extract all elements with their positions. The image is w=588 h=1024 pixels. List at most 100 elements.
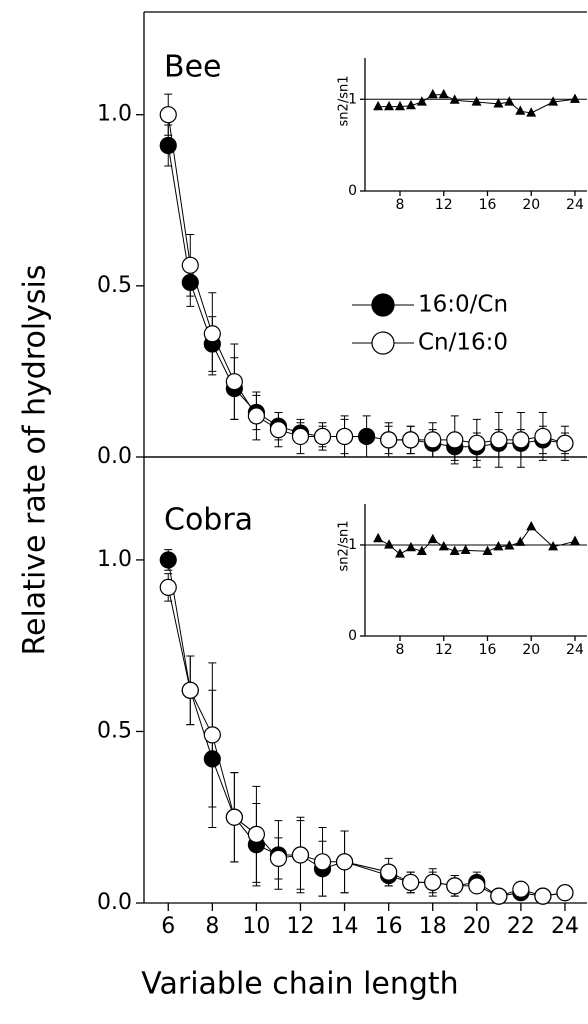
x-tick-label: 16 [479, 642, 497, 658]
marker [515, 105, 526, 115]
marker [446, 431, 464, 449]
marker [159, 578, 177, 596]
legend-marker [371, 293, 395, 317]
marker [493, 98, 504, 108]
marker [225, 808, 243, 826]
marker [471, 96, 482, 106]
marker [556, 884, 574, 902]
marker [402, 873, 420, 892]
marker [405, 99, 416, 110]
x-tick-label: 16 [375, 914, 403, 939]
marker [515, 536, 526, 546]
marker [394, 100, 405, 111]
legend-label: 16:0/Cn [418, 292, 508, 318]
marker [247, 825, 266, 843]
y-tick-label: 0 [348, 183, 357, 199]
marker [402, 431, 420, 449]
x-tick-label: 12 [286, 914, 314, 939]
marker [159, 106, 177, 124]
x-tick-label: 10 [242, 914, 270, 939]
legend-marker [371, 331, 395, 355]
marker [203, 726, 221, 744]
marker [490, 431, 508, 449]
y-tick-label: 1 [348, 537, 357, 553]
marker [380, 431, 398, 449]
marker [427, 88, 438, 99]
marker [468, 877, 486, 895]
marker [504, 540, 515, 550]
marker [394, 548, 405, 558]
marker [384, 100, 395, 111]
marker [291, 427, 310, 446]
marker [358, 427, 376, 446]
marker [335, 853, 354, 871]
marker [534, 427, 552, 446]
marker [416, 96, 427, 106]
x-tick-label: 22 [507, 914, 535, 939]
marker [504, 96, 515, 106]
y-tick-label: 0.5 [97, 273, 132, 298]
x-tick-label: 20 [463, 914, 491, 939]
marker [424, 873, 442, 892]
x-tick-label: 12 [435, 642, 453, 658]
marker [493, 541, 504, 551]
inset-y-label: sn2/sn1 [337, 521, 352, 572]
marker [203, 325, 221, 343]
panel-label: Cobra [164, 503, 253, 538]
marker [247, 407, 266, 425]
marker [468, 434, 486, 452]
marker [449, 545, 460, 555]
marker [556, 434, 574, 452]
y-tick-label: 0.0 [97, 444, 132, 469]
marker [548, 541, 559, 551]
x-tick-label: 20 [522, 642, 540, 658]
panel-label: Bee [164, 50, 222, 85]
marker [569, 93, 580, 103]
x-tick-label: 8 [396, 197, 405, 213]
marker [269, 421, 288, 439]
marker [438, 541, 449, 551]
marker [384, 539, 395, 549]
marker [335, 427, 354, 446]
x-tick-label: 20 [522, 197, 540, 213]
x-tick-label: 8 [205, 914, 219, 939]
marker [526, 520, 537, 531]
inset-y-label: sn2/sn1 [337, 76, 352, 127]
marker [569, 535, 580, 545]
marker [269, 849, 288, 868]
x-tick-label: 18 [419, 914, 447, 939]
x-axis-label: Variable chain length [141, 967, 458, 1002]
x-tick-label: 24 [566, 197, 584, 213]
marker [460, 544, 471, 555]
series-line [167, 114, 566, 444]
marker [482, 545, 493, 555]
marker [313, 853, 332, 871]
marker [181, 681, 199, 699]
marker [534, 887, 552, 905]
legend-label: Cn/16:0 [418, 330, 508, 356]
x-tick-label: 16 [479, 197, 497, 213]
marker [512, 431, 530, 449]
x-tick-label: 24 [551, 914, 579, 939]
y-tick-label: 0.5 [97, 718, 132, 743]
y-tick-label: 1.0 [97, 547, 132, 572]
y-axis-label: Relative rate of hydrolysis [18, 265, 53, 656]
marker [512, 880, 530, 898]
series-line [377, 526, 576, 555]
marker [373, 100, 384, 111]
y-tick-label: 1.0 [97, 102, 132, 127]
y-tick-label: 0 [348, 628, 357, 644]
x-tick-label: 8 [396, 642, 405, 658]
series-line [167, 559, 566, 897]
marker [548, 96, 559, 106]
marker [159, 551, 177, 569]
marker [438, 88, 449, 99]
marker [526, 107, 537, 117]
x-tick-label: 6 [161, 914, 175, 939]
marker [181, 256, 199, 274]
marker [446, 877, 464, 895]
marker [313, 427, 332, 446]
marker [225, 373, 243, 391]
marker [373, 532, 384, 543]
